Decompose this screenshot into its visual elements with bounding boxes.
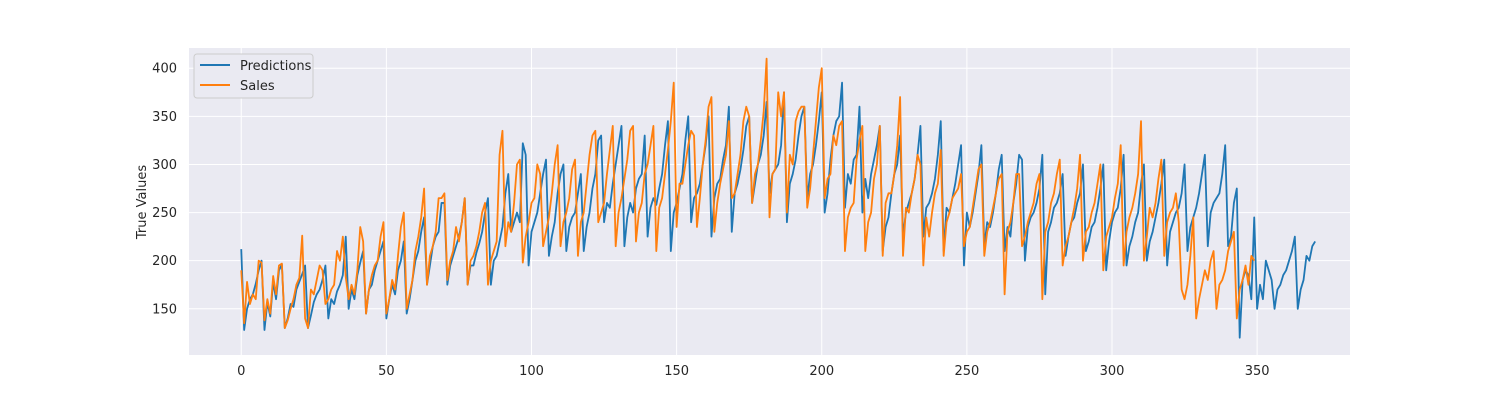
x-tick-label: 200 — [809, 364, 834, 379]
x-tick-label: 350 — [1245, 364, 1270, 379]
x-tick-label: 150 — [664, 364, 689, 379]
legend-label-predictions: Predictions — [240, 59, 312, 74]
series-lines — [240, 57, 1316, 339]
y-tick-label: 250 — [152, 206, 177, 221]
x-tick-label: 0 — [237, 364, 245, 379]
y-tick-label: 200 — [152, 254, 177, 269]
series-line-sales — [240, 57, 1255, 329]
y-tick-label: 350 — [152, 110, 177, 125]
y-tick-label: 300 — [152, 158, 177, 173]
y-tick-label: 150 — [152, 302, 177, 317]
y-tick-label: 400 — [152, 62, 177, 77]
x-tick-label: 300 — [1100, 364, 1125, 379]
x-tick-label: 50 — [378, 364, 395, 379]
y-tick-labels: 150 200 250 300 350 400 — [152, 62, 177, 318]
y-axis-label: True Values — [135, 165, 150, 240]
x-tick-labels: 0 50 100 150 200 250 300 350 — [237, 364, 1269, 379]
legend-label-sales: Sales — [240, 79, 275, 94]
series-line-predictions — [240, 81, 1316, 339]
legend: Predictions Sales — [193, 53, 314, 99]
x-tick-label: 250 — [954, 364, 979, 379]
x-tick-label: 100 — [519, 364, 544, 379]
